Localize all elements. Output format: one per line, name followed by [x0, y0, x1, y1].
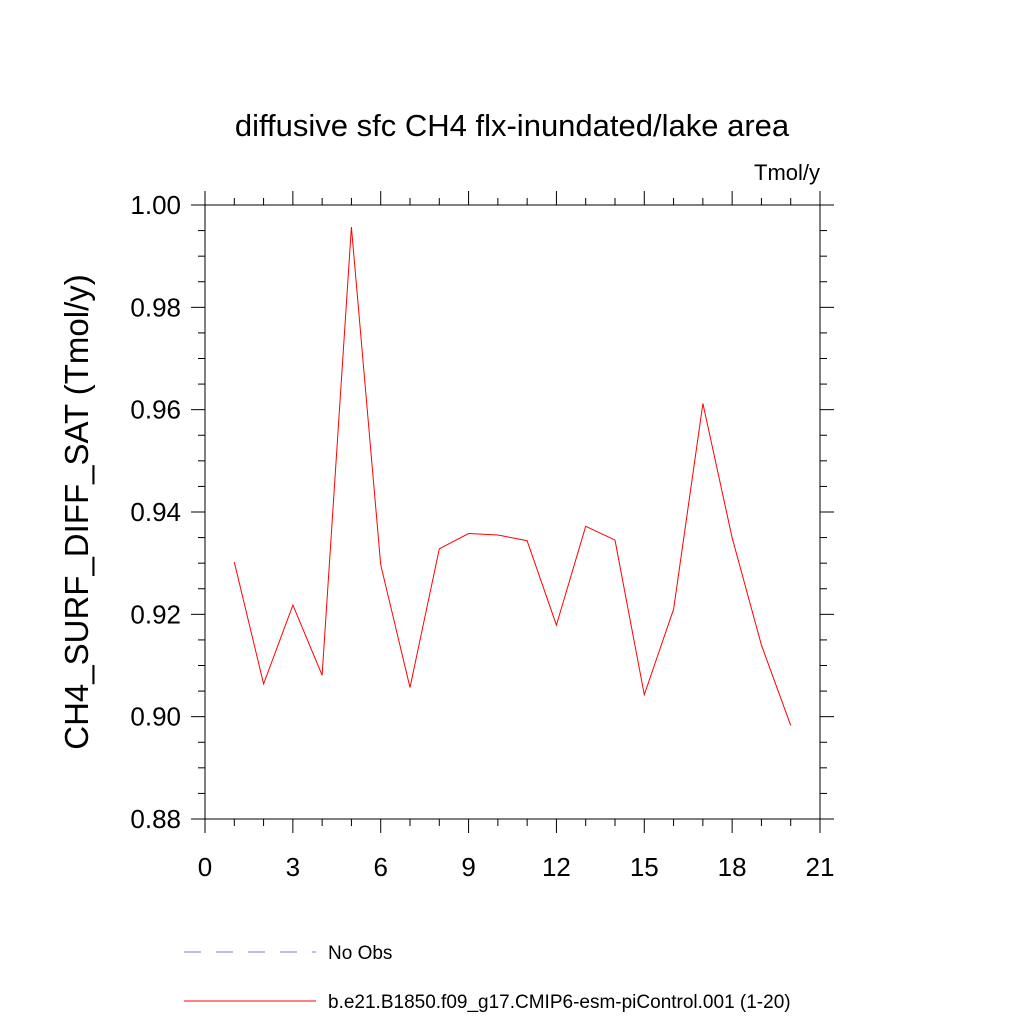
x-tick-label: 21 — [806, 852, 835, 882]
series-line — [233, 226, 792, 726]
y-axis-label: CH4_SURF_DIFF_SAT (Tmol/y) — [58, 274, 95, 750]
x-tick-label: 0 — [198, 852, 212, 882]
legend: No Obs b.e21.B1850.f09_g17.CMIP6-esm-piCo… — [184, 943, 791, 1013]
x-tick-label: 12 — [542, 852, 571, 882]
y-tick-label: 0.96 — [130, 395, 181, 425]
tick-layer: 0 3 6 9 12 15 18 21 0.88 0.90 0.92 0.94 0.96 0.98 1.00 — [130, 190, 834, 882]
legend-label: b.e21.B1850.f09_g17.CMIP6-esm-piControl.… — [328, 992, 791, 1013]
y-tick-label: 0.92 — [130, 599, 181, 629]
y-tick-label: 1.00 — [130, 190, 181, 220]
plot-frame — [204, 204, 821, 820]
legend-label: No Obs — [328, 943, 392, 964]
x-tick-label: 18 — [718, 852, 747, 882]
units-label: Tmol/y — [754, 160, 820, 185]
y-tick-label: 0.94 — [130, 497, 181, 527]
y-tick-label: 0.98 — [130, 292, 181, 322]
x-tick-label: 3 — [286, 852, 300, 882]
x-tick-label: 15 — [630, 852, 659, 882]
x-tick-label: 6 — [373, 852, 387, 882]
x-tick-label: 9 — [461, 852, 475, 882]
y-tick-label: 0.88 — [130, 804, 181, 834]
chart-title: diffusive sfc CH4 flx-inundated/lake are… — [235, 108, 790, 143]
y-tick-label: 0.90 — [130, 702, 181, 732]
series-layer — [233, 226, 792, 726]
